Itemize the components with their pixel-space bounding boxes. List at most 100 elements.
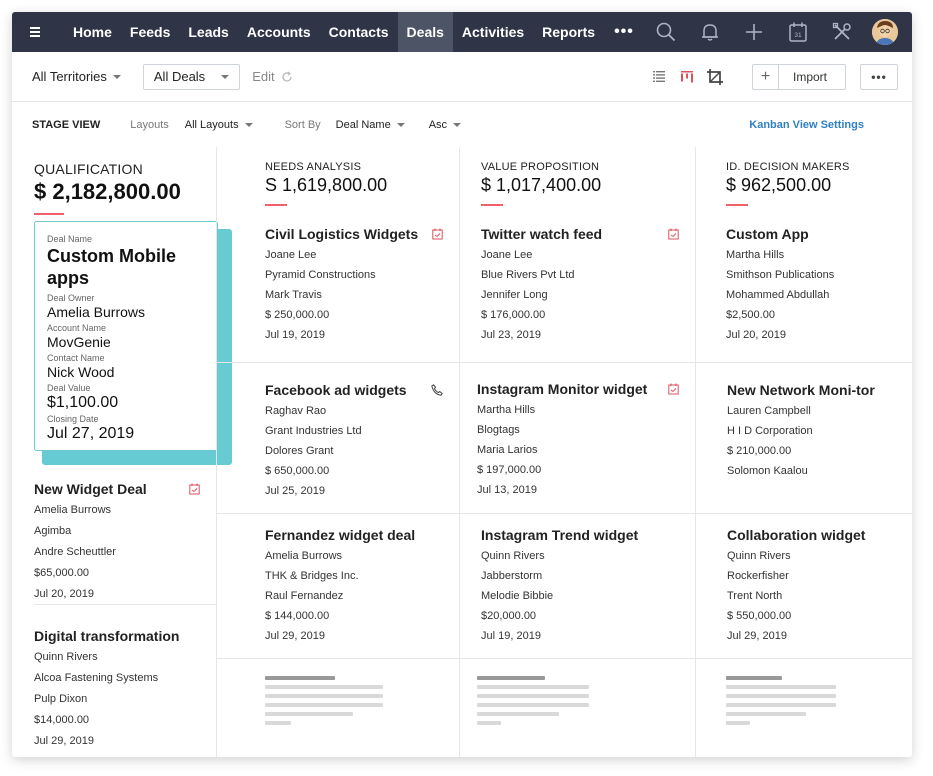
deal-title: Custom App — [726, 226, 809, 242]
contact-name: Dolores Grant — [265, 445, 334, 457]
card-divider — [34, 604, 216, 605]
deals-filter-label: All Deals — [153, 69, 206, 84]
calendar-icon[interactable] — [432, 228, 443, 240]
stage-column-value-proposition: VALUE PROPOSITION $ 1,017,400.00 Twitter… — [459, 147, 695, 757]
contact-name: Melodie Bibbie — [481, 590, 554, 602]
nav-leads[interactable]: Leads — [188, 24, 229, 40]
calendar-icon[interactable] — [668, 383, 679, 395]
stage-name: QUALIFICATION — [34, 161, 143, 177]
crop-icon[interactable] — [702, 64, 728, 90]
closing-date-label: Closing Date — [47, 414, 99, 424]
closing-date: Jul 23, 2019 — [481, 329, 541, 341]
chevron-down-icon — [453, 123, 462, 127]
card-divider — [696, 362, 912, 363]
sort-field-dropdown[interactable]: Deal Name — [336, 119, 405, 131]
account-name: Blue Rivers Pvt Ltd — [481, 269, 575, 281]
deal-title: New Widget Deal — [34, 481, 147, 497]
deal-value-label: Deal Value — [47, 383, 91, 393]
nav-accounts[interactable]: Accounts — [246, 24, 311, 40]
calendar-icon[interactable]: 31 — [776, 12, 820, 52]
stage-header: QUALIFICATION $ 2,182,800.00 — [34, 161, 181, 215]
import-label: Import — [792, 69, 827, 84]
phone-icon[interactable] — [431, 384, 443, 396]
card-divider — [217, 658, 459, 659]
deal-owner: Joane Lee — [265, 249, 317, 261]
deal-owner: Solomon Kaalou — [727, 465, 808, 477]
deal-card[interactable]: Fernandez widget deal Amelia Burrows THK… — [265, 525, 459, 646]
deal-amount: $ 144,000.00 — [265, 610, 330, 622]
more-options-button[interactable]: ••• — [860, 63, 898, 90]
deal-name-value: Custom Mobile apps — [47, 246, 176, 288]
list-view-icon[interactable] — [646, 64, 672, 90]
tools-icon[interactable] — [820, 12, 864, 52]
nav-deals[interactable]: Deals — [397, 12, 453, 52]
deal-title: Twitter watch feed — [481, 226, 603, 242]
plus-icon[interactable] — [732, 12, 776, 52]
deal-card[interactable]: Custom App Martha Hills Smithson Publica… — [726, 224, 888, 345]
menu-icon[interactable] — [30, 27, 50, 37]
loading-placeholder — [726, 676, 836, 730]
sort-order-value: Asc — [428, 119, 448, 131]
calendar-icon[interactable] — [189, 483, 200, 495]
territory-dropdown[interactable]: All Territories — [32, 69, 121, 84]
closing-date: Jul 29, 2019 — [727, 630, 787, 642]
card-divider — [460, 362, 695, 363]
deal-card[interactable]: Facebook ad widgets Raghav Rao Grant Ind… — [265, 380, 459, 501]
deal-owner-value: Amelia Burrows — [47, 304, 146, 320]
account-name: Rockerfisher — [727, 570, 789, 582]
edit-filter-link[interactable]: Edit — [252, 69, 292, 84]
chevron-down-icon — [396, 123, 405, 127]
nav-activities[interactable]: Activities — [461, 24, 525, 40]
deal-detail-card[interactable]: Deal Name Custom Mobile apps Deal Owner … — [34, 221, 218, 451]
kanban-view-icon[interactable] — [674, 64, 700, 90]
avatar[interactable] — [872, 19, 898, 45]
contact-name: Maria Larios — [477, 444, 538, 456]
deal-amount: $ 650,000.00 — [265, 465, 330, 477]
nav-more-button[interactable]: ••• — [614, 23, 634, 40]
deal-card[interactable]: Instagram Trend widget Quinn Rivers Jabb… — [481, 525, 695, 646]
nav-home[interactable]: Home — [73, 24, 112, 40]
deal-title: Digital transformation — [34, 628, 180, 644]
loading-placeholder — [265, 676, 383, 730]
deal-card[interactable]: New Network Moni-tor Lauren Campbell H I… — [727, 380, 877, 481]
account-name: Grant Industries Ltd — [265, 425, 362, 437]
card-divider — [217, 513, 459, 514]
deal-card[interactable]: Digital transformation Quinn Rivers Alco… — [34, 626, 216, 752]
nav-feeds[interactable]: Feeds — [129, 24, 171, 40]
deal-card[interactable]: Instagram Monitor widget Martha Hills Bl… — [477, 379, 695, 500]
chevron-down-icon — [112, 74, 121, 79]
nav-contacts[interactable]: Contacts — [328, 24, 389, 40]
nav-reports[interactable]: Reports — [542, 24, 596, 40]
contact-name: Pulp Dixon — [34, 693, 88, 705]
stage-header: ID. DECISION MAKERS $ 962,500.00 — [726, 161, 850, 206]
account-name: H I D Corporation — [727, 425, 813, 437]
deal-card[interactable]: Civil Logistics Widgets Joane Lee Pyrami… — [265, 224, 459, 345]
layouts-dropdown[interactable]: All Layouts — [185, 119, 253, 131]
closing-date: Jul 19, 2019 — [265, 329, 325, 341]
calendar-icon[interactable] — [668, 228, 679, 240]
kanban-view-settings-link[interactable]: Kanban View Settings — [749, 119, 864, 131]
deal-card[interactable]: Collaboration widget Quinn Rivers Rocker… — [727, 525, 912, 646]
search-icon[interactable] — [644, 12, 688, 52]
deal-card[interactable]: Twitter watch feed Joane Lee Blue Rivers… — [481, 224, 695, 345]
layouts-label: Layouts — [130, 119, 169, 131]
deal-owner: Amelia Burrows — [265, 550, 343, 562]
stage-bar: STAGE VIEW Layouts All Layouts Sort By D… — [12, 102, 912, 148]
deal-owner-label: Deal Owner — [47, 293, 95, 303]
closing-date-value: Jul 27, 2019 — [47, 425, 135, 442]
deal-owner: Martha Hills — [726, 249, 785, 261]
deal-value-value: $1,100.00 — [47, 394, 119, 411]
deal-title: Collaboration widget — [727, 527, 866, 543]
stage-amount: $ 962,500.00 — [726, 175, 832, 195]
deals-filter-select[interactable]: All Deals — [142, 63, 241, 90]
closing-date: Jul 29, 2019 — [265, 630, 325, 642]
loading-placeholder — [477, 676, 589, 730]
territory-label: All Territories — [32, 69, 107, 84]
sort-order-dropdown[interactable]: Asc — [428, 119, 462, 131]
account-name-label: Account Name — [47, 323, 107, 333]
import-button[interactable]: + Import — [751, 63, 846, 90]
deal-card[interactable]: New Widget Deal Amelia Burrows Agimba An… — [34, 479, 216, 605]
bell-icon[interactable] — [688, 12, 732, 52]
card-divider — [460, 658, 695, 659]
card-divider — [460, 513, 695, 514]
